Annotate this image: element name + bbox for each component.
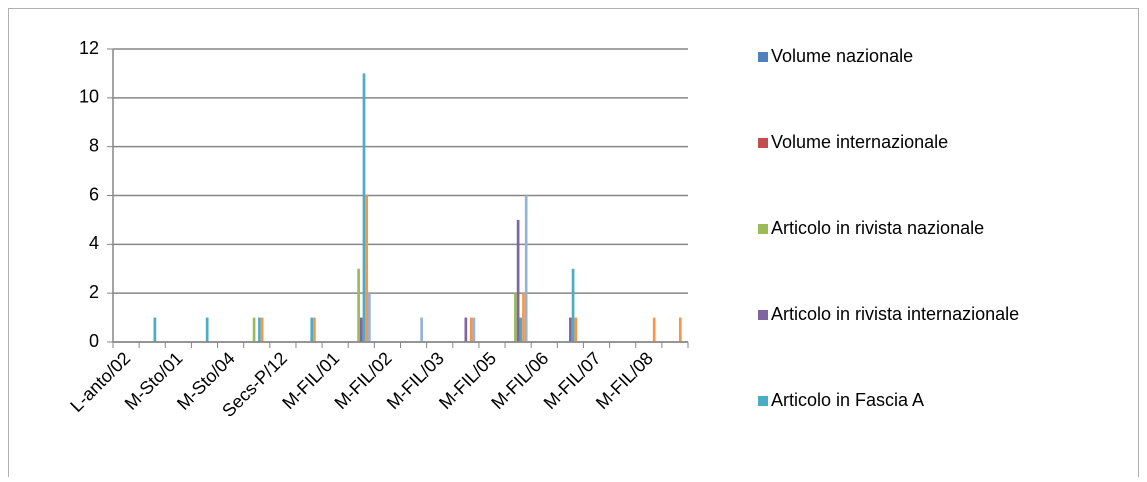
y-tick-label: 6 [89,184,99,204]
y-tick-label: 8 [89,135,99,155]
x-tick-label: L-anto/02 [66,348,134,416]
bar [359,317,363,342]
bar [569,317,572,342]
legend-label: Volume nazionale [771,46,913,66]
bar [571,268,575,342]
bar [357,268,360,342]
y-tick-label: 12 [79,38,99,58]
bar [524,195,528,342]
bar [365,195,369,342]
bar [522,293,525,342]
bar [368,293,371,342]
chart-frame [8,8,1139,479]
legend-label: Articolo in rivista nazionale [771,218,984,238]
bar [313,317,316,342]
legend-label: Articolo in rivista internazionale [771,304,1019,324]
legend-label: Volume internazionale [771,132,948,152]
legend-swatch [758,396,768,406]
bar [469,317,473,342]
bar [472,317,476,342]
legend-swatch [758,52,768,62]
y-tick-label: 2 [89,282,99,302]
legend-swatch [758,138,768,148]
bar [420,317,423,342]
y-tick-label: 10 [79,87,99,107]
bar [516,219,520,342]
bar [519,317,523,342]
y-tick-label: 4 [89,233,99,253]
bar [464,317,468,342]
legend-label: Articolo in Fascia A [771,390,924,410]
x-tick-label: M-FIL/08 [592,348,657,413]
bar [362,73,366,343]
bar [678,317,682,342]
bar [258,317,261,342]
bar [574,317,578,342]
legend-swatch [758,224,768,234]
bar [652,317,656,342]
bar [310,317,314,342]
legend-swatch [758,310,768,320]
bar [153,317,157,342]
y-tick-label: 0 [89,331,99,351]
bar [252,317,256,342]
bar [514,293,517,342]
bar [260,317,264,342]
bar [205,317,209,342]
